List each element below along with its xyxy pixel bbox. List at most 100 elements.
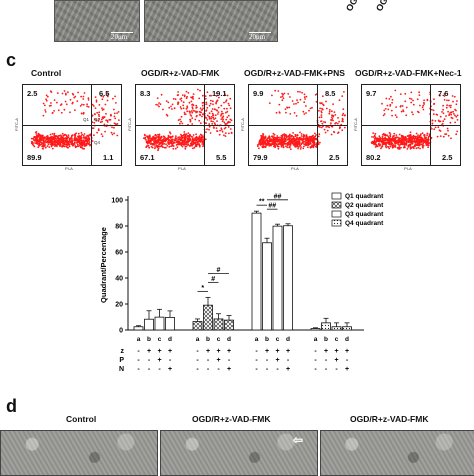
treatment-mark: - [196,348,199,355]
bar [310,328,321,331]
treatment-mark: - [207,357,210,364]
treatment-mark: - [169,357,172,364]
flow4-q3: 80.2 [366,153,381,162]
group-letter: a [137,336,141,343]
legend-label: Q3 quadrant [345,211,384,218]
y-tick-label: 100 [111,198,123,205]
flow3-xaxis: PI-A [291,166,299,171]
treatment-mark: - [158,366,161,373]
tem-image-zvad: ⇦ [160,430,318,476]
treatment-mark: - [137,366,140,373]
treatment-mark: + [324,348,328,355]
flow-scatter-4 [370,89,459,150]
treatment-mark: + [157,348,161,355]
cropped-label-2: OGD [374,0,393,13]
flow-plot-nec1: 9.7 7.6 80.2 2.5 [361,84,461,166]
treatment-mark: + [216,357,220,364]
treatment-mark: + [275,357,279,364]
flow-plot-zvad: 8.3 19.1 67.1 5.5 [135,84,235,166]
treatment-mark: - [255,366,258,373]
tem-image-zvad-2 [320,430,474,476]
y-axis-label: Quadrant/Percentage [99,227,108,303]
flow3-yaxis: FITC-A [239,118,245,131]
significance-label: ## [268,203,276,210]
treatment-mark: - [137,357,140,364]
treatment-mark: + [227,366,231,373]
group-letter: a [314,336,318,343]
treatment-mark: - [196,357,199,364]
flow-plot-control: 2.5 6.5 89.9 1.1 Q1 Q2 Q4 [22,84,122,166]
flow2-q2: 19.1 [212,89,227,98]
bar [224,319,234,331]
y-tick-label: 60 [115,250,123,257]
bar [192,321,203,331]
group-letter: d [345,336,349,343]
treatment-mark: + [227,348,231,355]
bar [203,304,213,331]
flow-scatter-2 [142,88,233,152]
micrograph-right: 20μm [144,0,278,42]
flow-title-2: OGD/R+z-VAD-FMK [141,68,220,78]
tem-image-control [0,430,158,476]
flow3-q3: 79.9 [253,153,268,162]
flow3-q1: 9.9 [253,89,264,98]
group-letter: a [196,336,200,343]
treatment-mark: - [196,366,199,373]
treatment-mark: + [147,348,151,355]
treatment-mark: - [335,366,338,373]
treatment-mark: + [286,366,290,373]
significance-label: ** [259,199,265,206]
flow4-q1: 9.7 [366,89,377,98]
flow2-q3: 67.1 [140,153,155,162]
tem-title-2: OGD/R+z-VAD-FMK [192,414,271,424]
treatment-mark: - [287,357,290,364]
bar [342,326,352,331]
treatment-mark: + [275,348,279,355]
flow4-xaxis: PI-A [404,166,412,171]
treatment-mark: + [168,366,172,373]
treatment-mark: - [266,357,269,364]
y-tick-label: 0 [119,328,123,335]
bar [165,316,175,331]
treatment-mark: - [207,366,210,373]
treatment-mark: - [325,366,328,373]
treatment-mark: + [157,357,161,364]
flow-title-1: Control [31,68,62,78]
treatment-mark: - [255,357,258,364]
group-letter: d [168,336,172,343]
scalebar-line-right [249,32,271,33]
quadrant-bar-chart: 020406080100Quadrant/Percentagea---b+--c… [99,192,384,373]
treatment-mark: - [217,366,220,373]
treatment-mark: - [148,366,151,373]
flow3-q2: 8.5 [325,89,336,98]
bar [213,318,224,331]
y-tick-label: 80 [115,224,123,231]
group-letter: b [206,336,210,343]
legend-swatch [331,192,342,200]
micrograph-left: 20μm [54,0,140,42]
treatment-mark: - [255,348,258,355]
bar [262,242,272,331]
bar [154,316,165,331]
tem-title-3: OGD/R+z-VAD-FMK [350,414,429,424]
treatment-row-label: N [119,366,124,373]
flow-scatter-1 [30,90,120,150]
treatment-mark: - [325,357,328,364]
treatment-mark: - [148,357,151,364]
panel-letter-c: c [6,50,17,70]
treatment-mark: + [286,348,290,355]
flow1-q1: 2.5 [27,89,38,98]
arrow-icon: ⇦ [293,433,304,447]
bar [331,326,342,331]
y-tick-label: 40 [115,276,123,283]
treatment-mark: + [216,348,220,355]
flow1-q2: 6.5 [99,89,110,98]
flow4-q4: 2.5 [442,153,453,162]
treatment-mark: + [345,366,349,373]
flow2-yaxis: FITC-A [126,118,132,131]
treatment-mark: + [345,348,349,355]
significance-label: # [211,276,215,283]
treatment-mark: - [314,366,317,373]
bar [283,225,293,331]
treatment-row-label: z [121,348,125,355]
